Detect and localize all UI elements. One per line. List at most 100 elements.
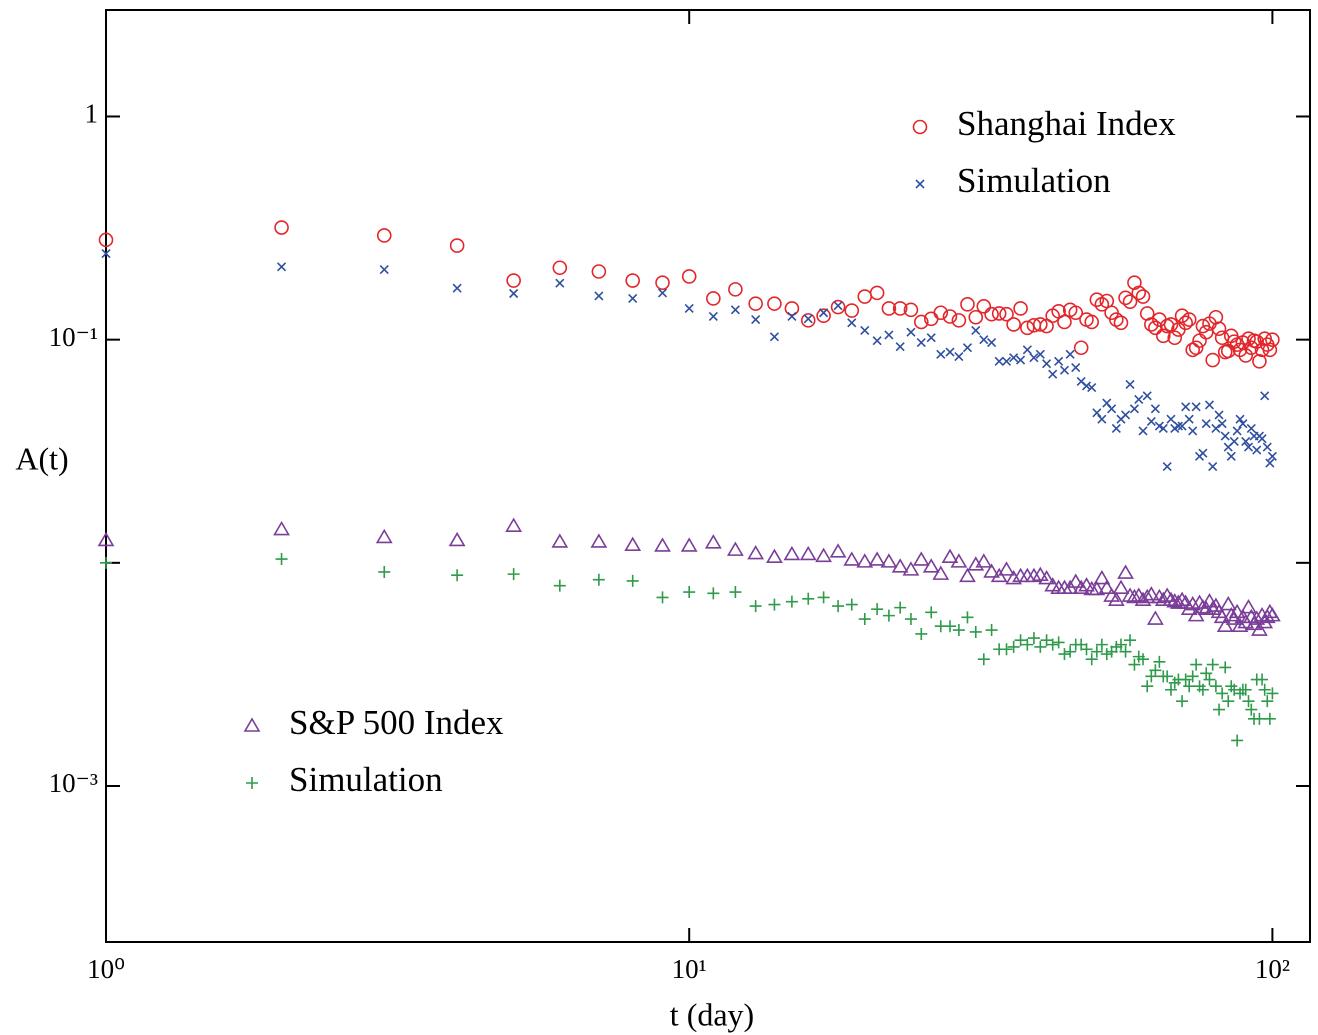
marker-x bbox=[954, 351, 964, 362]
marker-x bbox=[1241, 436, 1251, 446]
marker-x bbox=[1204, 400, 1215, 410]
marker-plus bbox=[1064, 645, 1077, 658]
marker-x bbox=[1001, 356, 1012, 366]
marker-circle bbox=[1057, 314, 1072, 330]
marker-x bbox=[1097, 414, 1107, 424]
marker-plus bbox=[1119, 645, 1132, 658]
marker-x bbox=[1173, 421, 1183, 431]
marker-circle bbox=[1254, 342, 1270, 358]
marker-x bbox=[1107, 404, 1117, 414]
marker-x bbox=[1260, 391, 1270, 401]
marker-x bbox=[1081, 381, 1092, 391]
marker-circle bbox=[1265, 332, 1280, 347]
marker-x bbox=[945, 347, 955, 357]
marker-circle bbox=[625, 273, 640, 288]
marker-plus bbox=[817, 591, 830, 604]
marker-circle bbox=[1013, 301, 1028, 316]
marker-triangle bbox=[922, 558, 940, 573]
marker-plus bbox=[1231, 734, 1244, 747]
marker-plus bbox=[1114, 638, 1127, 651]
marker-circle bbox=[706, 291, 721, 306]
marker-circle bbox=[681, 269, 697, 284]
marker-plus bbox=[1137, 653, 1150, 666]
marker-x bbox=[1238, 419, 1248, 429]
marker-triangle bbox=[932, 565, 950, 580]
marker-x bbox=[1184, 414, 1194, 424]
marker-plus bbox=[1206, 658, 1219, 671]
marker-plus bbox=[1263, 712, 1276, 725]
marker-plus bbox=[1183, 680, 1196, 693]
marker-x bbox=[936, 349, 946, 359]
marker-plus bbox=[1153, 655, 1166, 668]
marker-triangle bbox=[624, 536, 642, 551]
marker-triangle bbox=[1138, 588, 1156, 604]
marker-triangle bbox=[843, 551, 861, 566]
marker-x bbox=[1267, 451, 1277, 461]
marker-triangle bbox=[1112, 579, 1130, 594]
marker-circle bbox=[1033, 317, 1048, 332]
x-axis-title: t (day) bbox=[670, 996, 754, 1032]
marker-x bbox=[819, 308, 829, 318]
marker-x bbox=[730, 305, 740, 315]
marker-circle bbox=[1144, 317, 1159, 332]
marker-plus bbox=[925, 606, 938, 619]
marker-circle bbox=[1118, 290, 1133, 306]
marker-triangle bbox=[1146, 610, 1164, 625]
marker-plus bbox=[1219, 661, 1232, 674]
marker-x bbox=[1232, 426, 1242, 436]
marker-plus bbox=[943, 620, 956, 633]
marker-plus bbox=[1196, 683, 1209, 696]
marker-circle bbox=[881, 301, 897, 316]
marker-plus bbox=[100, 556, 112, 569]
marker-circle bbox=[869, 285, 885, 301]
marker-x bbox=[803, 314, 813, 324]
marker-plus bbox=[683, 586, 696, 599]
marker-circle bbox=[98, 232, 114, 248]
marker-plus bbox=[1090, 645, 1103, 658]
marker-triangle bbox=[799, 545, 817, 561]
marker-x bbox=[657, 288, 668, 298]
marker-x bbox=[1262, 442, 1272, 452]
marker-x bbox=[860, 325, 870, 335]
marker-triangle bbox=[551, 533, 569, 548]
legend-label: S&P 500 Index bbox=[289, 703, 504, 742]
marker-circle bbox=[912, 119, 928, 135]
marker-x bbox=[884, 330, 894, 340]
marker-plus bbox=[952, 624, 965, 637]
marker-triangle bbox=[1031, 566, 1049, 582]
marker-plus bbox=[1141, 680, 1154, 693]
marker-x bbox=[1071, 362, 1081, 373]
marker-plus bbox=[1161, 670, 1174, 683]
marker-plus bbox=[1253, 712, 1266, 725]
marker-triangle bbox=[726, 541, 744, 556]
marker-triangle bbox=[1142, 586, 1160, 601]
x-tick-label: 10⁰ bbox=[87, 954, 125, 984]
marker-x bbox=[916, 338, 926, 348]
marker-x bbox=[1217, 419, 1227, 429]
marker-circle bbox=[1252, 353, 1267, 369]
marker-triangle bbox=[815, 547, 832, 563]
marker-triangle bbox=[983, 563, 1000, 578]
marker-plus bbox=[378, 565, 391, 578]
marker-plus bbox=[894, 601, 907, 614]
marker-x bbox=[987, 338, 997, 348]
marker-circle bbox=[892, 301, 908, 316]
marker-plus bbox=[1046, 638, 1059, 651]
marker-triangle bbox=[891, 558, 909, 573]
y-tick-label: 1 bbox=[85, 99, 99, 129]
marker-circle bbox=[1068, 305, 1084, 321]
marker-x bbox=[1265, 458, 1275, 468]
marker-circle bbox=[942, 309, 958, 324]
marker-triangle bbox=[829, 543, 847, 558]
marker-triangle bbox=[856, 553, 874, 568]
marker-circle bbox=[844, 303, 860, 318]
marker-circle bbox=[767, 296, 782, 311]
marker-plus bbox=[1027, 632, 1040, 645]
marker-circle bbox=[1211, 321, 1227, 336]
marker-plus bbox=[275, 553, 288, 566]
y-tick-label: 10⁻¹ bbox=[49, 322, 98, 352]
marker-plus bbox=[845, 598, 858, 611]
marker-circle bbox=[903, 302, 919, 318]
marker-plus bbox=[871, 603, 884, 616]
marker-x bbox=[1214, 410, 1224, 420]
